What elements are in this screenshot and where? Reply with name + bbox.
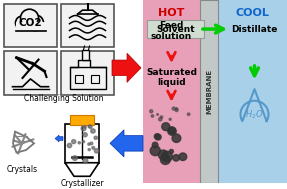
Circle shape bbox=[83, 133, 87, 137]
Circle shape bbox=[158, 150, 168, 160]
Circle shape bbox=[162, 151, 172, 162]
Bar bbox=[4, 4, 57, 47]
Bar bbox=[90, 75, 98, 83]
Circle shape bbox=[160, 155, 170, 164]
Circle shape bbox=[158, 118, 162, 121]
Circle shape bbox=[172, 107, 175, 110]
Circle shape bbox=[78, 142, 80, 144]
Circle shape bbox=[82, 141, 85, 143]
Bar bbox=[75, 75, 82, 83]
Circle shape bbox=[91, 129, 95, 133]
Bar bbox=[0, 0, 143, 183]
FancyBboxPatch shape bbox=[70, 115, 94, 125]
Circle shape bbox=[175, 108, 178, 112]
Circle shape bbox=[94, 136, 98, 139]
Circle shape bbox=[168, 127, 176, 135]
Circle shape bbox=[90, 142, 93, 145]
Circle shape bbox=[88, 149, 90, 151]
Text: COOL: COOL bbox=[236, 8, 269, 18]
Text: CO2: CO2 bbox=[19, 18, 42, 28]
Circle shape bbox=[84, 126, 86, 128]
Circle shape bbox=[154, 134, 160, 139]
Bar bbox=[61, 51, 114, 95]
Circle shape bbox=[150, 146, 160, 156]
Bar bbox=[200, 0, 218, 183]
Text: MEMBRANE: MEMBRANE bbox=[206, 69, 212, 114]
Circle shape bbox=[162, 123, 170, 131]
Text: $H_2O$: $H_2O$ bbox=[245, 108, 264, 121]
Text: Saturated
liquid: Saturated liquid bbox=[146, 68, 197, 87]
Circle shape bbox=[92, 146, 95, 149]
Circle shape bbox=[72, 140, 76, 144]
Circle shape bbox=[169, 149, 173, 153]
Text: Challenging Solution: Challenging Solution bbox=[24, 94, 103, 103]
Circle shape bbox=[160, 116, 163, 118]
Circle shape bbox=[72, 156, 77, 160]
Bar bbox=[69, 67, 106, 89]
Circle shape bbox=[172, 134, 181, 143]
Bar bbox=[82, 50, 88, 60]
Circle shape bbox=[152, 142, 158, 148]
Text: Crystallizer: Crystallizer bbox=[60, 179, 104, 188]
Circle shape bbox=[155, 134, 161, 140]
Bar bbox=[65, 124, 99, 163]
Circle shape bbox=[151, 115, 154, 117]
FancyArrow shape bbox=[55, 135, 63, 142]
Text: Feed
solution: Feed solution bbox=[151, 21, 192, 41]
Circle shape bbox=[81, 126, 86, 131]
Circle shape bbox=[88, 143, 90, 145]
FancyArrow shape bbox=[112, 53, 141, 82]
Bar bbox=[143, 0, 218, 183]
FancyArrow shape bbox=[110, 130, 143, 157]
Bar bbox=[61, 4, 114, 47]
Circle shape bbox=[88, 125, 90, 127]
Circle shape bbox=[175, 108, 178, 110]
Circle shape bbox=[20, 9, 38, 27]
Circle shape bbox=[169, 118, 171, 120]
Circle shape bbox=[94, 149, 99, 153]
Circle shape bbox=[179, 153, 187, 160]
Polygon shape bbox=[65, 163, 99, 176]
Text: Distillate: Distillate bbox=[231, 25, 278, 34]
Text: HOT: HOT bbox=[158, 8, 185, 18]
Circle shape bbox=[28, 15, 44, 30]
Circle shape bbox=[157, 114, 158, 115]
FancyBboxPatch shape bbox=[147, 20, 204, 38]
Circle shape bbox=[83, 158, 88, 163]
Text: Solvent: Solvent bbox=[156, 25, 195, 34]
Circle shape bbox=[187, 113, 190, 115]
Bar bbox=[218, 0, 287, 183]
Bar bbox=[15, 22, 46, 32]
Circle shape bbox=[88, 125, 92, 128]
Circle shape bbox=[15, 16, 30, 29]
Circle shape bbox=[168, 127, 175, 133]
Circle shape bbox=[173, 155, 179, 161]
Circle shape bbox=[67, 143, 72, 148]
Circle shape bbox=[150, 110, 153, 113]
Bar bbox=[4, 51, 57, 95]
Text: Crystals: Crystals bbox=[6, 165, 38, 174]
